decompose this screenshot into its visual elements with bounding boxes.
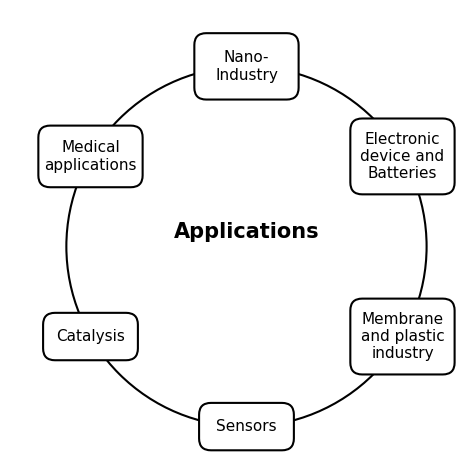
FancyBboxPatch shape bbox=[38, 126, 143, 187]
Text: Electronic
device and
Batteries: Electronic device and Batteries bbox=[360, 131, 445, 182]
FancyBboxPatch shape bbox=[194, 33, 299, 100]
Text: Medical
applications: Medical applications bbox=[44, 140, 137, 173]
Text: Sensors: Sensors bbox=[216, 419, 277, 434]
Text: Membrane
and plastic
industry: Membrane and plastic industry bbox=[361, 311, 444, 362]
FancyBboxPatch shape bbox=[199, 403, 294, 450]
Text: Applications: Applications bbox=[173, 222, 319, 242]
FancyBboxPatch shape bbox=[350, 118, 455, 194]
Text: Catalysis: Catalysis bbox=[56, 329, 125, 344]
FancyBboxPatch shape bbox=[43, 313, 138, 360]
Text: Nano-
Industry: Nano- Industry bbox=[215, 50, 278, 82]
FancyBboxPatch shape bbox=[350, 299, 455, 374]
